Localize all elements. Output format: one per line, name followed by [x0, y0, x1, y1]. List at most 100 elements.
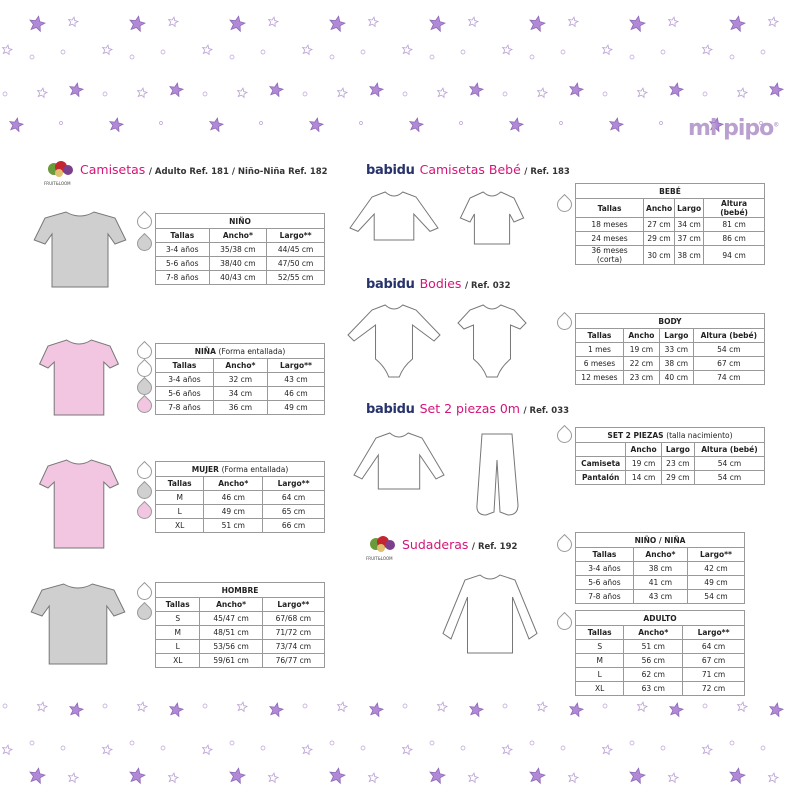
- star-icon: [229, 15, 246, 33]
- table-cell: 67 cm: [682, 653, 745, 668]
- babidu-logo: babidu: [366, 277, 415, 292]
- table-cell: 23 cm: [622, 370, 660, 385]
- bodysuit-icon: [457, 304, 527, 378]
- babidu-logo: babidu: [366, 163, 415, 178]
- star-icon: [429, 15, 446, 33]
- table-cell: 54 cm: [686, 589, 746, 604]
- table-cell: 66 cm: [262, 518, 325, 533]
- table-cell: 7-8 años: [575, 589, 634, 604]
- section-title: Set 2 piezas 0m: [419, 401, 520, 416]
- star-icon: [201, 744, 214, 756]
- table-cell: 32 cm: [212, 372, 268, 387]
- table-cell: 56 cm: [623, 653, 684, 668]
- star-icon: [768, 82, 785, 98]
- section-camisetas-bebe: babidu Camisetas Bebé / Ref. 183: [366, 162, 570, 178]
- star-icon: [236, 87, 249, 99]
- column-header: Altura (bebé): [692, 328, 766, 343]
- star-icon: [36, 701, 49, 713]
- star-icon: [668, 82, 685, 98]
- size-table-nino: NIÑO Tallas Ancho* Largo** 3-4 años 35/38 cm…: [155, 213, 325, 285]
- column-header: Largo**: [261, 597, 326, 612]
- table-cell: 29 cm: [660, 470, 695, 485]
- star-icon: [329, 15, 346, 33]
- table-cell: 94 cm: [703, 245, 765, 265]
- tshirt-icon: [38, 459, 120, 549]
- table-cell: 54 cm: [692, 342, 766, 357]
- table-cell: 64 cm: [262, 490, 325, 505]
- star-icon: [29, 767, 46, 785]
- table-title: BEBÉ: [575, 183, 765, 199]
- star-icon: [529, 767, 546, 785]
- column-header: Largo**: [266, 358, 326, 373]
- table-row: 24 meses 29 cm 37 cm 86 cm: [574, 231, 765, 246]
- table-cell: 38 cm: [674, 245, 705, 265]
- table-row: M 48/51 cm 71/72 cm: [154, 625, 326, 640]
- star-icon: [8, 117, 25, 133]
- babidu-logo: babidu: [366, 402, 415, 417]
- star-icon: [168, 82, 185, 98]
- star-icon: [467, 772, 480, 784]
- table-cell: 45/47 cm: [199, 611, 263, 626]
- table-title: NIÑO: [155, 213, 325, 229]
- table-cell: 63 cm: [623, 681, 684, 696]
- star-icon: [401, 44, 414, 56]
- star-icon: [608, 117, 625, 133]
- star-icon: [336, 87, 349, 99]
- table-cell: 24 meses: [574, 231, 645, 246]
- star-icon: [601, 744, 614, 756]
- star-icon: [101, 44, 114, 56]
- star-icon: [701, 744, 714, 756]
- table-row: L 49 cm 65 cm: [154, 504, 325, 519]
- section-camisetas: FRUIT&LOOM Camisetas / Adulto Ref. 181 / …: [44, 160, 328, 186]
- star-icon: [68, 82, 85, 98]
- star-icon: [567, 772, 580, 784]
- star-icon: [401, 744, 414, 756]
- column-header: Tallas: [574, 625, 625, 640]
- table-cell: 5-6 años: [155, 256, 210, 271]
- table-cell: 23 cm: [660, 456, 695, 471]
- table-cell: 42 cm: [686, 561, 746, 576]
- section-ref: / Ref. 032: [464, 281, 511, 291]
- star-icon: [529, 15, 546, 33]
- star-icon: [368, 702, 385, 718]
- table-row: 36 meses (corta) 30 cm 38 cm 94 cm: [574, 245, 765, 265]
- star-icon: [767, 772, 780, 784]
- table-cell: S: [154, 611, 201, 626]
- star-icon: [301, 44, 314, 56]
- star-icon: [267, 772, 280, 784]
- star-icon: [736, 701, 749, 713]
- star-icon: [568, 82, 585, 98]
- table-cell: 19 cm: [625, 456, 662, 471]
- column-header: Tallas: [574, 198, 645, 218]
- table-row: 12 meses 23 cm 40 cm 74 cm: [575, 370, 766, 385]
- column-header: Ancho*: [199, 597, 263, 612]
- star-icon: [629, 15, 646, 33]
- star-icon: [136, 87, 149, 99]
- section-title: Sudaderas: [402, 537, 469, 552]
- size-table-bebe: BEBÉ Tallas Ancho Largo Altura (bebé) 18 mes…: [574, 183, 765, 265]
- table-cell: 49 cm: [266, 400, 326, 415]
- star-icon: [368, 82, 385, 98]
- star-icon: [308, 117, 325, 133]
- table-cell: 27 cm: [643, 217, 676, 232]
- table-row: 5-6 años 38/40 cm 47/50 cm: [155, 256, 325, 271]
- table-cell: 14 cm: [625, 470, 662, 485]
- table-cell: 47/50 cm: [266, 256, 325, 271]
- star-icon: [268, 82, 285, 98]
- column-header: Ancho: [622, 328, 660, 343]
- column-header: Tallas: [575, 328, 624, 343]
- star-icon: [501, 744, 514, 756]
- table-row: S 51 cm 64 cm: [574, 639, 745, 654]
- table-cell: 65 cm: [262, 504, 325, 519]
- table-cell: 44/45 cm: [266, 242, 325, 257]
- star-icon: [236, 701, 249, 713]
- table-cell: 5-6 años: [575, 575, 634, 590]
- star-icon: [67, 772, 80, 784]
- star-icon: [636, 701, 649, 713]
- table-row: M 56 cm 67 cm: [574, 653, 745, 668]
- table-cell: 59/61 cm: [199, 653, 263, 668]
- star-icon: [436, 701, 449, 713]
- table-row: 7-8 años 36 cm 49 cm: [155, 400, 326, 415]
